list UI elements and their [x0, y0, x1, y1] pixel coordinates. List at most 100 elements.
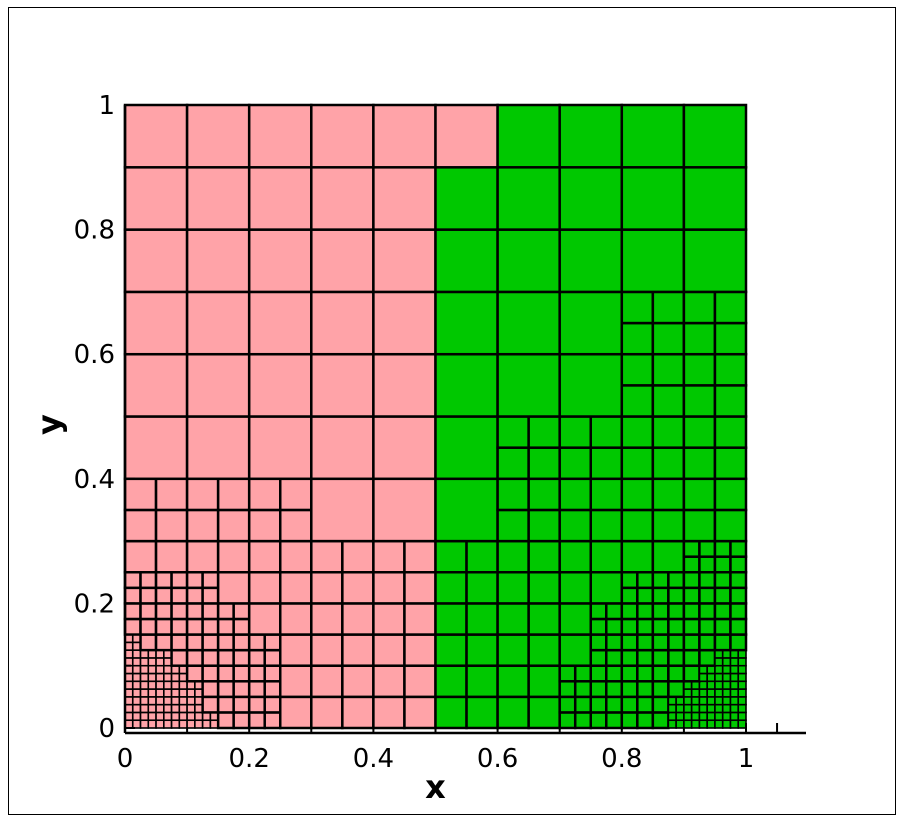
mesh-cell [620, 571, 639, 590]
mesh-cell [558, 477, 593, 512]
mesh-cell [496, 695, 530, 730]
mesh-cell [636, 711, 655, 730]
mesh-cell [201, 648, 220, 667]
mesh-cell [714, 719, 724, 729]
mesh-cell [139, 711, 150, 722]
mesh-cell [185, 103, 251, 169]
mesh-cell [279, 633, 313, 667]
mesh-cell [589, 508, 624, 543]
mesh-cell [263, 648, 282, 667]
mesh-cell [186, 719, 196, 729]
mesh-cell [310, 539, 344, 574]
mesh-cell [372, 539, 406, 574]
mesh-cell [232, 680, 251, 699]
mesh-cell [201, 695, 220, 714]
mesh-cell [589, 648, 608, 667]
mesh-cell [147, 703, 157, 714]
mesh-cell [651, 290, 686, 325]
mesh-cell [465, 571, 499, 605]
mesh-cell [620, 446, 655, 481]
mesh-cell [123, 415, 189, 481]
mesh-cell [201, 719, 212, 729]
mesh-cell [713, 555, 732, 574]
mesh-cell [139, 617, 158, 636]
mesh-cell [216, 633, 235, 652]
mesh-cell [620, 508, 655, 543]
mesh-cell [123, 586, 142, 605]
mesh-cell [682, 103, 748, 169]
mesh-cell [651, 633, 670, 652]
x-axis-label: x [425, 768, 446, 806]
mesh-cell [558, 695, 577, 714]
mesh-cell [147, 664, 157, 675]
mesh-cell [131, 688, 142, 698]
mesh-cell [667, 648, 686, 667]
mesh-cell [154, 602, 173, 621]
mesh-cell [310, 602, 344, 636]
mesh-cell [263, 664, 282, 683]
mesh-cell [558, 602, 593, 636]
mesh-cell [372, 633, 406, 667]
mesh-cell [690, 703, 701, 714]
mesh-cell [279, 664, 313, 699]
mesh-cell [123, 571, 142, 590]
mesh-cell [279, 539, 313, 574]
mesh-cell [651, 321, 686, 356]
mesh-cell [310, 571, 344, 605]
mesh-cell [683, 711, 693, 722]
mesh-cell [147, 719, 157, 729]
axes [123, 105, 806, 735]
mesh-cell [721, 672, 732, 683]
mesh-cell [675, 719, 685, 729]
mesh-cell [558, 664, 577, 683]
mesh-cell [729, 555, 748, 574]
mesh-cell [147, 672, 157, 683]
mesh-cell [139, 633, 158, 652]
mesh-cell [403, 602, 437, 636]
mesh-cell [341, 602, 375, 636]
mesh-cell [706, 688, 716, 698]
mesh-cell [729, 571, 748, 590]
mesh-cell [155, 664, 165, 675]
mesh-cell [403, 664, 437, 699]
mesh-cell [310, 166, 375, 231]
mesh-cell [721, 719, 732, 729]
mesh-cell [279, 571, 313, 605]
mesh-cell [713, 571, 732, 590]
mesh-cell [651, 648, 670, 667]
mesh-cell [216, 508, 251, 543]
mesh-cell [139, 602, 158, 621]
mesh-cell [620, 711, 639, 730]
mesh-cell [729, 617, 748, 636]
y-tick-label-1: 0.2 [74, 589, 115, 619]
mesh-cell [263, 680, 282, 699]
mesh-cell [729, 602, 748, 621]
mesh-cell [131, 703, 142, 714]
mesh-cell [690, 719, 701, 729]
x-tick-label-5: 1 [738, 744, 755, 774]
mesh-cell [527, 508, 561, 543]
mesh-cell [185, 166, 251, 231]
mesh-cell [247, 571, 282, 605]
mesh-cell [147, 688, 157, 698]
mesh-cell [620, 695, 639, 714]
mesh-cell [721, 711, 732, 722]
mesh-cell [683, 688, 693, 698]
mesh-cell [154, 586, 173, 605]
y-tick-label-4: 0.8 [74, 216, 115, 246]
mesh-cell [496, 664, 530, 699]
mesh-cell [682, 166, 748, 231]
mesh-cell [620, 166, 686, 231]
mesh-cell [527, 633, 561, 667]
mesh-cell [527, 571, 561, 605]
mesh-cell [636, 617, 655, 636]
mesh-cell [201, 664, 220, 683]
mesh-cell [558, 166, 624, 231]
mesh-cell [651, 415, 686, 449]
mesh-cell [147, 680, 157, 690]
mesh-cell [682, 539, 701, 558]
mesh-cell [651, 508, 686, 543]
mesh-cell [698, 633, 717, 652]
mesh-cell [372, 290, 437, 356]
mesh-cell [682, 617, 701, 636]
